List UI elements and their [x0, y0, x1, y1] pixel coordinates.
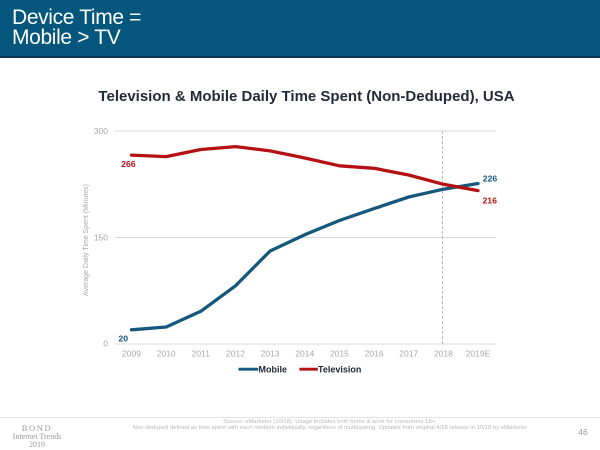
- svg-text:2015: 2015: [330, 349, 349, 359]
- svg-text:2011: 2011: [192, 349, 211, 359]
- svg-text:2016: 2016: [365, 349, 384, 359]
- svg-text:2010: 2010: [157, 349, 176, 359]
- svg-text:300: 300: [94, 126, 108, 136]
- svg-text:Mobile: Mobile: [259, 364, 288, 374]
- svg-text:Television: Television: [318, 364, 361, 374]
- svg-text:2018: 2018: [434, 349, 453, 359]
- svg-text:2012: 2012: [226, 349, 245, 359]
- svg-text:Average Daily Time Spent (Minu: Average Daily Time Spent (Minutes): [83, 184, 90, 296]
- svg-text:20: 20: [118, 333, 128, 343]
- svg-text:266: 266: [121, 159, 136, 169]
- svg-text:2019E: 2019E: [466, 349, 491, 359]
- svg-text:226: 226: [483, 174, 498, 184]
- svg-text:2014: 2014: [295, 349, 314, 359]
- svg-text:216: 216: [482, 195, 497, 205]
- svg-text:2017: 2017: [399, 349, 418, 359]
- svg-text:2013: 2013: [261, 349, 280, 359]
- svg-text:2009: 2009: [122, 349, 141, 359]
- svg-text:0: 0: [103, 338, 108, 348]
- svg-text:150: 150: [94, 232, 108, 242]
